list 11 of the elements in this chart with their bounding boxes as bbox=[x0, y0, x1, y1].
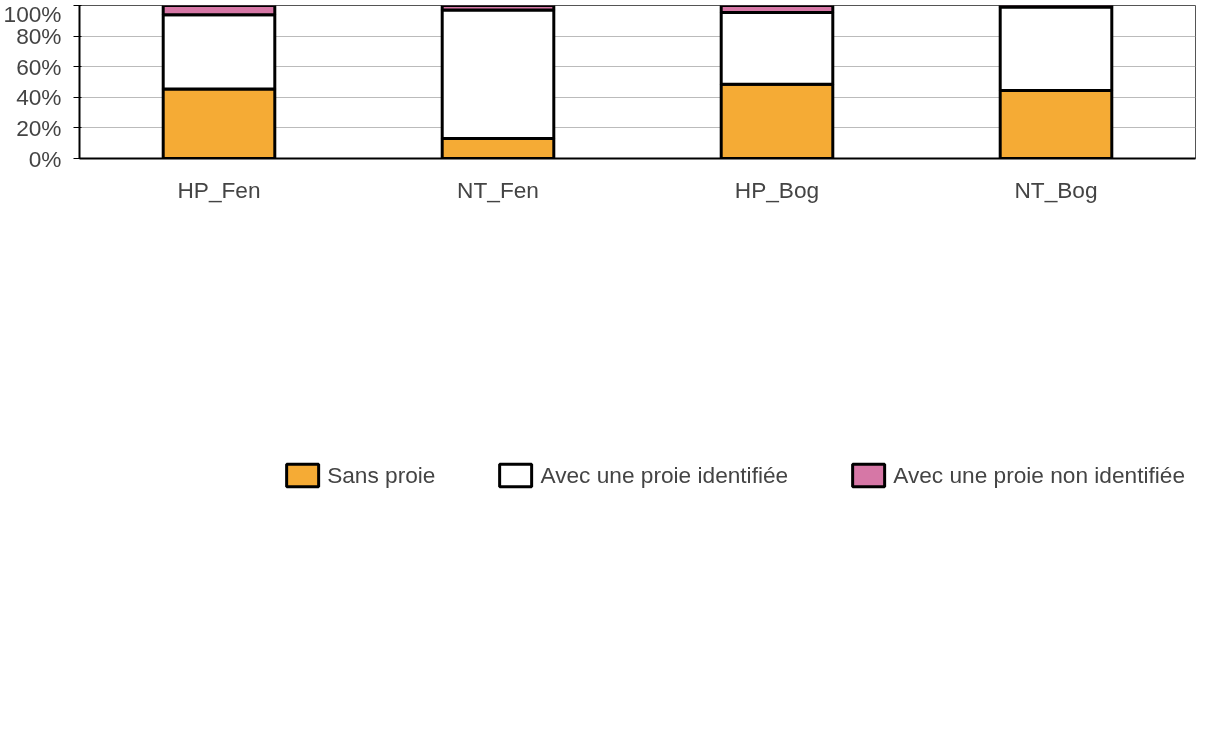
x-tick-label: NT_Fen bbox=[457, 176, 539, 203]
y-tick-label: 20% bbox=[16, 114, 62, 141]
legend-label: Avec une proie identifiée bbox=[540, 461, 789, 489]
legend-label: Sans proie bbox=[327, 461, 436, 489]
legend-label: Avec une proie non identifiée bbox=[893, 461, 1185, 489]
y-tick-label: 0% bbox=[28, 145, 62, 172]
y-tick-label: 40% bbox=[16, 84, 62, 111]
x-tick-label: NT_Bog bbox=[1014, 176, 1098, 203]
x-tick-label: HP_Fen bbox=[177, 176, 261, 203]
y-tick-label: 60% bbox=[16, 53, 62, 80]
x-tick-label: HP_Bog bbox=[734, 176, 820, 203]
